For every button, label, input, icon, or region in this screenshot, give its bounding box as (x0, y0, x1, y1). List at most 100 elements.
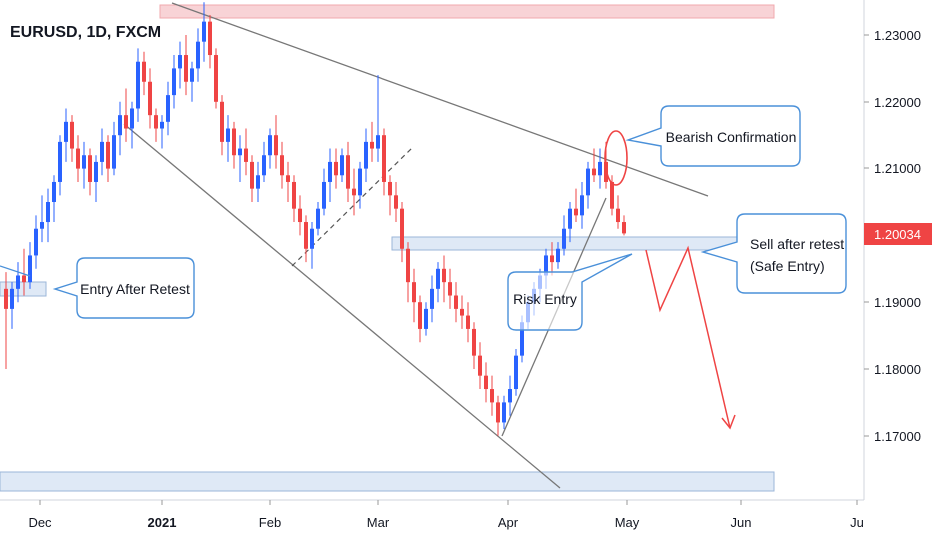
candle-body (280, 155, 284, 176)
last-price-label: 1.20034 (874, 227, 921, 242)
sell-callout-box (700, 213, 847, 294)
candle-body (382, 135, 386, 182)
candle-body (172, 68, 176, 96)
candle-body (514, 355, 518, 390)
candle-body (28, 255, 32, 283)
candle-body (64, 121, 68, 142)
candle-body (592, 168, 596, 176)
candle-body (190, 68, 194, 82)
candle-body (292, 181, 296, 209)
candle-body (298, 208, 302, 223)
candles-group (4, 2, 626, 436)
bearish-circle (604, 130, 628, 186)
candle-body (76, 148, 80, 169)
candle-body (304, 222, 308, 249)
candle-body (214, 55, 218, 102)
candle-body (16, 275, 20, 289)
candle-body (544, 255, 548, 276)
candle-body (454, 295, 458, 309)
candle-body (232, 128, 236, 156)
time-tick: Ju (850, 515, 864, 530)
candle-body (94, 161, 98, 182)
bottom-support-zone (0, 471, 775, 492)
candle-body (274, 135, 278, 156)
candle-body (352, 188, 356, 196)
candle-body (400, 208, 404, 249)
candle-body (430, 288, 434, 309)
candle-body (340, 155, 344, 176)
bearish-callout-box (625, 105, 801, 167)
candle-body (478, 355, 482, 376)
candle-body (418, 302, 422, 329)
top-resistance-zone (159, 4, 775, 19)
candle-body (310, 228, 314, 249)
candle-body (286, 175, 290, 182)
candle-body (484, 375, 488, 390)
price-tick: 1.17000 (874, 429, 921, 444)
candle-body (112, 135, 116, 169)
bearish-label: Bearish Confirmation (666, 129, 797, 145)
price-axis[interactable]: 1.23000 1.22000 1.21000 1.19000 1.18000 … (864, 28, 921, 444)
candle-body (496, 402, 500, 423)
candle-body (616, 208, 620, 223)
candle-body (208, 21, 212, 56)
candle-body (328, 161, 332, 182)
candle-body (34, 228, 38, 256)
entry-label: Entry After Retest (80, 281, 190, 297)
lower-trendline (123, 123, 561, 489)
candle-body (568, 208, 572, 229)
sell-label-line2: (Safe Entry) (750, 258, 825, 274)
candle-body (388, 181, 392, 196)
candle-body (82, 155, 86, 169)
projection-arrowhead (721, 414, 736, 430)
candle-body (322, 181, 326, 209)
candle-body (160, 121, 164, 129)
candle-body (10, 288, 14, 309)
candle-body (22, 275, 26, 283)
price-tick: 1.23000 (874, 28, 921, 43)
candle-body (406, 248, 410, 283)
candle-body (424, 308, 428, 329)
candle-body (562, 228, 566, 249)
candle-body (46, 202, 50, 223)
candle-body (58, 141, 62, 182)
candle-body (238, 148, 242, 156)
upper-trendline (171, 2, 709, 197)
candle-body (460, 308, 464, 316)
time-axis[interactable]: Dec 2021 Feb Mar Apr May Jun Ju (28, 500, 864, 530)
candle-body (520, 322, 524, 356)
candle-body (550, 255, 554, 263)
time-tick: Mar (367, 515, 390, 530)
chart-title: EURUSD, 1D, FXCM (10, 24, 162, 41)
price-tick: 1.19000 (874, 295, 921, 310)
candle-body (88, 155, 92, 182)
candle-body (118, 115, 122, 136)
candle-body (316, 208, 320, 229)
candle-body (136, 61, 140, 109)
time-tick: Jun (731, 515, 752, 530)
candle-body (4, 288, 8, 309)
candle-body (268, 135, 272, 156)
last-price-badge (864, 223, 932, 245)
candle-body (100, 141, 104, 162)
time-tick: Feb (259, 515, 281, 530)
candle-body (148, 81, 152, 116)
sell-label-line1: Sell after retest (750, 236, 844, 252)
candle-body (370, 141, 374, 149)
candle-body (490, 389, 494, 403)
candle-body (106, 141, 110, 169)
candle-body (70, 121, 74, 149)
price-tick: 1.22000 (874, 95, 921, 110)
candle-body (586, 168, 590, 196)
candle-body (346, 155, 350, 189)
candle-body (364, 141, 368, 169)
candle-body (124, 115, 128, 129)
candle-body (466, 315, 470, 329)
price-tick: 1.21000 (874, 161, 921, 176)
entry-callout-box (52, 257, 195, 319)
projection-path (645, 245, 731, 429)
candle-body (376, 135, 380, 149)
candle-body (394, 195, 398, 209)
candle-body (196, 41, 200, 69)
